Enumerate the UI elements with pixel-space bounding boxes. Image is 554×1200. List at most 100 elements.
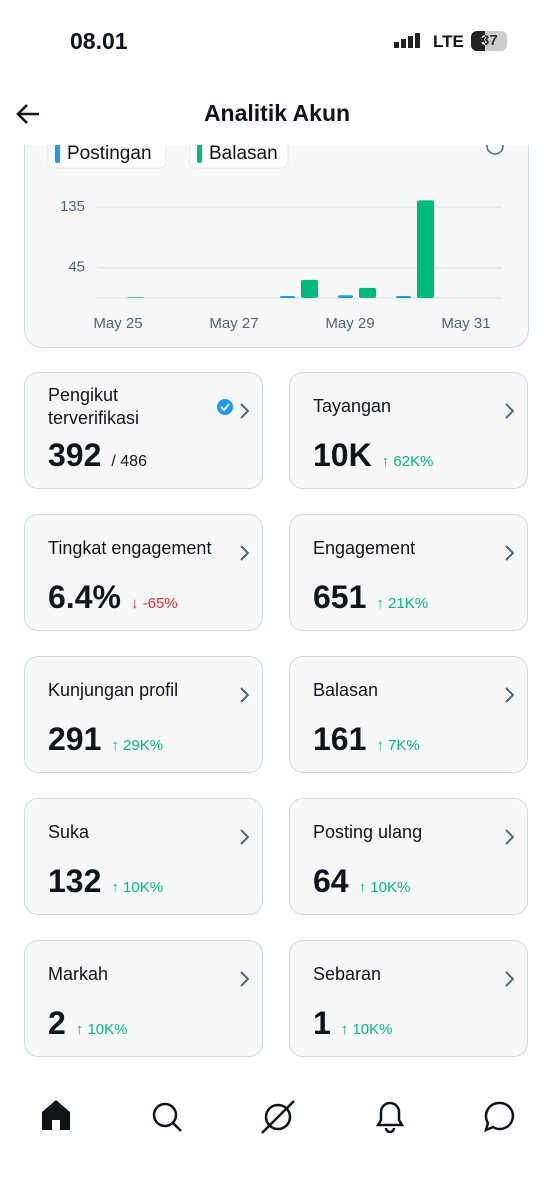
bar bbox=[280, 295, 295, 298]
metric-change: ↑ 10K% bbox=[340, 1021, 393, 1038]
metric-label: Sebaran bbox=[313, 964, 382, 984]
chevron-icon bbox=[505, 403, 515, 419]
verified-badge bbox=[217, 399, 233, 415]
status-network: LTE bbox=[433, 32, 464, 51]
metric-number: 64 bbox=[313, 863, 349, 899]
metric-card[interactable]: Tingkat engagement 6.4% ↓ -65% bbox=[24, 514, 263, 631]
y-tick-label: 135 bbox=[60, 198, 85, 215]
metric-number: 2 bbox=[48, 1005, 66, 1041]
bar bbox=[127, 297, 144, 298]
search-tab[interactable] bbox=[152, 1102, 182, 1132]
metric-label: Pengikut terverifikasi bbox=[48, 385, 140, 428]
metric-card[interactable]: Posting ulang 64 ↑ 10K% bbox=[289, 798, 528, 915]
metric-label: Balasan bbox=[313, 680, 379, 700]
grok-tab[interactable] bbox=[261, 1100, 295, 1134]
chevron-path bbox=[505, 545, 515, 561]
bar bbox=[359, 287, 376, 298]
chevron-icon bbox=[505, 545, 515, 561]
chevron-path bbox=[240, 971, 250, 987]
legend-label: Postingan bbox=[67, 143, 152, 164]
metric-change: ↑ 10K% bbox=[111, 879, 164, 896]
chevron-icon bbox=[505, 829, 515, 845]
chevron-icon bbox=[240, 971, 250, 987]
metric-value: 6.4% ↓ -65% bbox=[48, 579, 178, 616]
metric-value: 291 ↑ 29K% bbox=[48, 721, 163, 758]
metric-label: Engagement bbox=[313, 538, 416, 558]
metric-change: ↑ 10K% bbox=[358, 879, 411, 896]
metric-value: 651 ↑ 21K% bbox=[313, 579, 428, 616]
metric-value: 64 ↑ 10K% bbox=[313, 863, 410, 900]
chevron-path bbox=[240, 403, 250, 419]
metric-card[interactable]: Sebaran 1 ↑ 10K% bbox=[289, 940, 528, 1057]
bar bbox=[396, 295, 411, 298]
home-tab[interactable] bbox=[42, 1100, 70, 1130]
notifications-tab[interactable] bbox=[375, 1101, 405, 1134]
metric-change: ↓ -65% bbox=[130, 595, 178, 612]
chevron-icon bbox=[240, 829, 250, 845]
metric-number: 132 bbox=[48, 863, 102, 899]
header: 08.01 LTE 37 Analitik Akun bbox=[0, 0, 554, 145]
metric-change: ↑ 62K% bbox=[381, 453, 434, 470]
metric-label: Kunjungan profil bbox=[48, 680, 179, 700]
metric-card[interactable]: Markah 2 ↑ 10K% bbox=[24, 940, 263, 1057]
metric-label: Suka bbox=[48, 822, 90, 842]
metric-value: 132 ↑ 10K% bbox=[48, 863, 163, 900]
status-time: 08.01 bbox=[70, 28, 128, 54]
metric-card[interactable]: Pengikut terverifikasi 392 / 486 bbox=[24, 372, 263, 489]
metric-label: Posting ulang bbox=[313, 822, 423, 842]
messages-tab[interactable] bbox=[484, 1101, 515, 1133]
chevron-path bbox=[505, 403, 515, 419]
chevron-path bbox=[505, 687, 515, 703]
x-tick-label: May 29 bbox=[325, 315, 374, 332]
metric-number: 291 bbox=[48, 721, 102, 757]
metric-value: 1 ↑ 10K% bbox=[313, 1005, 393, 1042]
chevron-path bbox=[505, 829, 515, 845]
chevron-icon bbox=[240, 403, 250, 419]
badge-check bbox=[220, 403, 230, 412]
metric-value: 10K ↑ 62K% bbox=[313, 437, 433, 474]
chevron-path bbox=[240, 545, 250, 561]
chevron-icon bbox=[240, 687, 250, 703]
metric-label: Tayangan bbox=[313, 396, 392, 416]
bar bbox=[417, 200, 434, 298]
bottom-nav bbox=[42, 1100, 515, 1134]
chevron-icon bbox=[240, 545, 250, 561]
metric-change: ↑ 10K% bbox=[75, 1021, 128, 1038]
metric-total: / 486 bbox=[111, 453, 147, 470]
battery-level: 37 bbox=[481, 32, 498, 49]
page-title: Analitik Akun bbox=[203, 100, 351, 126]
chevron-path bbox=[240, 687, 250, 703]
y-tick-label: 45 bbox=[68, 259, 85, 276]
battery-icon: 37 bbox=[471, 31, 507, 51]
x-tick-label: May 31 bbox=[441, 315, 490, 332]
metric-card[interactable]: Balasan 161 ↑ 7K% bbox=[289, 656, 528, 773]
metric-number: 651 bbox=[313, 579, 367, 615]
metric-value: 161 ↑ 7K% bbox=[313, 721, 420, 758]
metric-card[interactable]: Tayangan 10K ↑ 62K% bbox=[289, 372, 528, 489]
metric-number: 6.4% bbox=[48, 579, 121, 615]
metric-value: 2 ↑ 10K% bbox=[48, 1005, 128, 1042]
chevron-icon bbox=[505, 687, 515, 703]
metric-change: ↑ 7K% bbox=[376, 737, 420, 754]
metric-number: 10K bbox=[313, 437, 372, 473]
metric-change: ↑ 21K% bbox=[376, 595, 429, 612]
metric-number: 392 bbox=[48, 437, 102, 473]
legend-swatch bbox=[197, 143, 202, 163]
x-tick-label: May 25 bbox=[93, 315, 142, 332]
metric-label: Markah bbox=[48, 964, 109, 984]
bar bbox=[338, 295, 353, 298]
metric-card[interactable]: Suka 132 ↑ 10K% bbox=[24, 798, 263, 915]
chevron-path bbox=[240, 829, 250, 845]
chevron-path bbox=[505, 971, 515, 987]
metric-card[interactable]: Engagement 651 ↑ 21K% bbox=[289, 514, 528, 631]
metric-card[interactable]: Kunjungan profil 291 ↑ 29K% bbox=[24, 656, 263, 773]
back-button[interactable] bbox=[14, 102, 42, 126]
metric-change: ↑ 29K% bbox=[111, 737, 164, 754]
metric-value: 392 / 486 bbox=[48, 437, 147, 474]
metric-label: Tingkat engagement bbox=[48, 538, 212, 558]
metric-number: 161 bbox=[313, 721, 367, 757]
legend-label: Balasan bbox=[209, 143, 278, 164]
badge-circle bbox=[217, 399, 233, 415]
signal-icon bbox=[394, 33, 420, 48]
